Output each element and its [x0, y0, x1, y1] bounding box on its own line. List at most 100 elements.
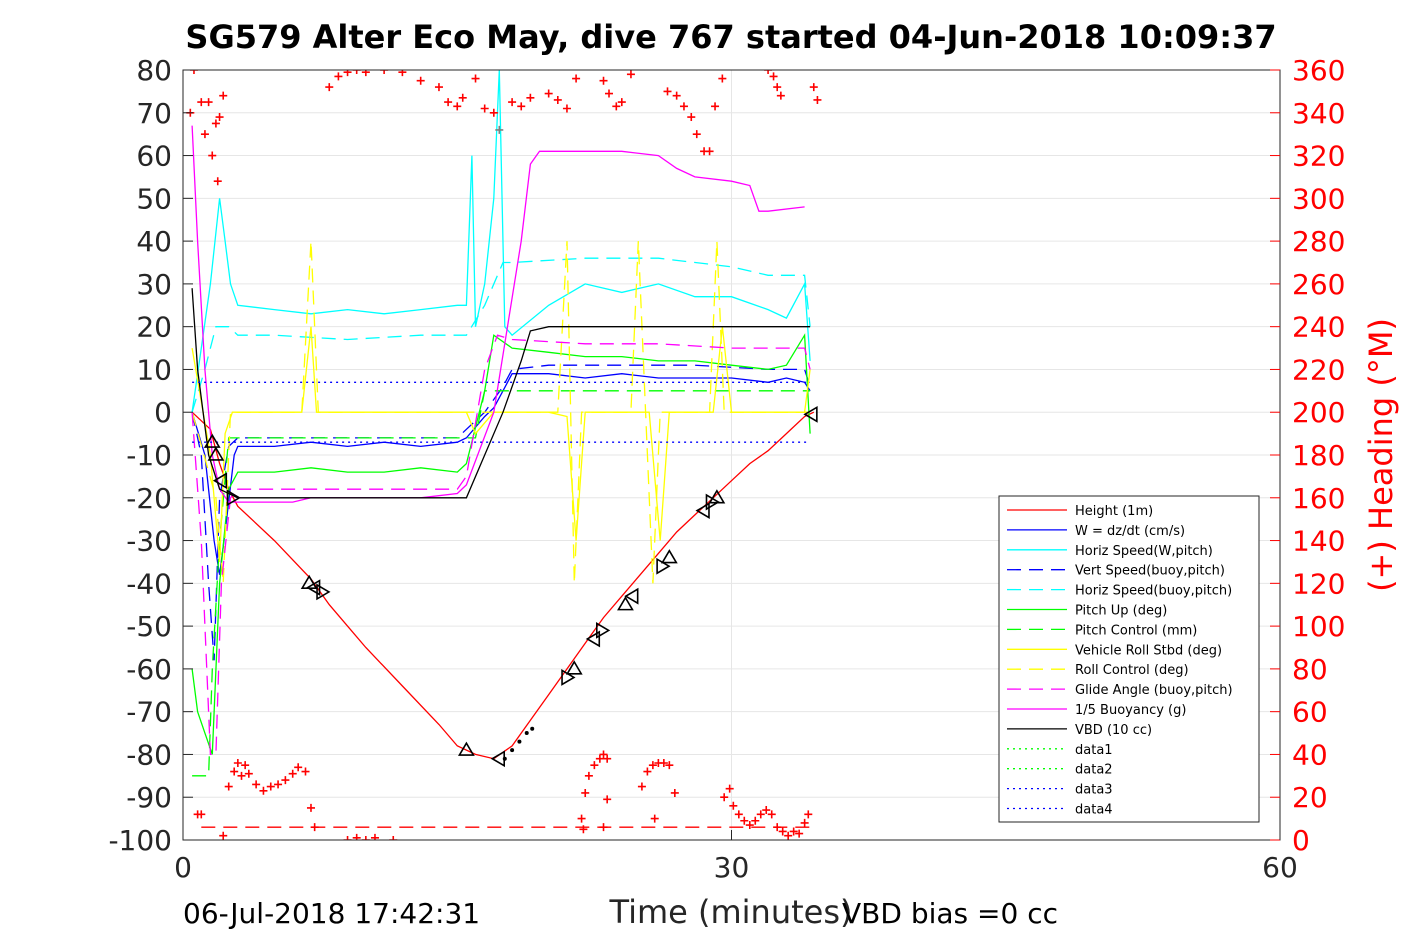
- gc-triangle-marker: [708, 489, 726, 504]
- heading-point: [734, 810, 743, 819]
- heading-point: [517, 102, 526, 111]
- right-tick-label: 200: [1292, 396, 1345, 429]
- heading-point: [480, 104, 489, 113]
- series-vbd-10-cc: [191, 288, 811, 499]
- heading-point: [603, 795, 612, 804]
- heading-point: [637, 782, 646, 791]
- heading-point: [352, 833, 361, 840]
- heading-point: [581, 788, 590, 797]
- heading-point: [361, 836, 370, 840]
- ascent-dot-marker: [510, 748, 515, 753]
- series-layer: [191, 70, 815, 828]
- left-tick-label: 0: [154, 396, 172, 429]
- x-tick-label: 30: [714, 851, 750, 884]
- heading-point: [705, 147, 714, 156]
- gc-triangle-marker: [212, 472, 228, 490]
- series-horiz-speed-w-pitch: [191, 70, 811, 413]
- legend-label: VBD (10 cc): [1075, 723, 1152, 738]
- gc-triangle-marker: [695, 502, 710, 520]
- heading-point: [233, 759, 242, 767]
- heading-point: [679, 102, 688, 111]
- legend-label: W = dz/dt (cm/s): [1075, 524, 1185, 539]
- right-tick-label: 240: [1292, 311, 1345, 344]
- gray-plus-marker: [495, 125, 504, 134]
- right-tick-label: 60: [1292, 696, 1328, 729]
- heading-point: [306, 803, 315, 812]
- heading-point: [595, 754, 604, 763]
- gc-triangle-marker: [457, 741, 475, 756]
- right-tick-label: 120: [1292, 567, 1345, 600]
- gc-triangle-marker: [306, 579, 321, 597]
- legend-label: data3: [1075, 783, 1113, 798]
- heading-point: [219, 91, 228, 100]
- heading-point: [672, 91, 681, 100]
- heading-point: [764, 70, 773, 74]
- heading-point: [762, 806, 771, 815]
- chart-title: SG579 Alter Eco May, dive 767 started 04…: [185, 18, 1277, 56]
- heading-point: [670, 788, 679, 797]
- heading-point: [617, 98, 626, 107]
- heading-point: [189, 70, 198, 74]
- right-tick-label: 20: [1292, 781, 1328, 814]
- heading-point: [301, 767, 310, 776]
- gc-triangle-marker: [585, 630, 601, 648]
- right-tick-label: 220: [1292, 353, 1345, 386]
- legend-label: 1/5 Buoyancy (g): [1075, 703, 1186, 718]
- left-tick-label: -20: [126, 482, 172, 515]
- right-tick-label: 40: [1292, 738, 1328, 771]
- series-pitch-up-deg: [191, 333, 811, 755]
- marker-layer: [203, 125, 818, 768]
- left-tick-label: 40: [136, 225, 172, 258]
- heading-point: [599, 823, 608, 832]
- legend-label: Pitch Control (mm): [1075, 623, 1197, 638]
- legend-label: Vehicle Roll Stbd (deg): [1075, 643, 1222, 658]
- left-tick-label: 10: [136, 353, 172, 386]
- right-axis-label: (+) Heading (°M): [1362, 318, 1400, 592]
- heading-point: [687, 113, 696, 122]
- heading-point: [241, 761, 250, 770]
- heading-point: [325, 83, 334, 92]
- heading-point: [665, 761, 674, 770]
- left-tick-label: 80: [136, 54, 172, 87]
- heading-point: [380, 70, 389, 74]
- heading-point: [599, 76, 608, 85]
- heading-point: [197, 810, 206, 819]
- gc-triangle-marker: [660, 549, 678, 564]
- heading-point: [773, 83, 782, 92]
- heading-point: [526, 93, 535, 102]
- left-tick-label: -100: [108, 824, 172, 857]
- heading-point: [224, 782, 233, 791]
- heading-point: [274, 780, 283, 789]
- heading-point: [572, 74, 581, 83]
- gc-triangle-marker: [624, 587, 639, 605]
- heading-point: [663, 87, 672, 96]
- legend-label: Horiz Speed(buoy,pitch): [1075, 584, 1232, 599]
- heading-point: [489, 108, 498, 117]
- heading-point: [334, 72, 343, 81]
- heading-point: [453, 102, 462, 111]
- heading-point: [809, 83, 818, 92]
- left-tick-label: -90: [126, 781, 172, 814]
- gc-triangle-marker: [617, 596, 634, 611]
- legend-label: data4: [1075, 803, 1113, 818]
- heading-point: [800, 818, 809, 827]
- heading-point: [612, 102, 621, 111]
- heading-point: [605, 89, 614, 98]
- heading-point: [200, 130, 209, 139]
- right-tick-label: 260: [1292, 268, 1345, 301]
- left-tick-label: -70: [126, 696, 172, 729]
- left-tick-label: 70: [136, 97, 172, 130]
- heading-point: [281, 776, 290, 785]
- right-tick-label: 300: [1292, 182, 1345, 215]
- heading-point: [252, 780, 261, 789]
- heading-point: [288, 769, 297, 778]
- gc-triangle-marker: [207, 446, 225, 461]
- heading-point: [711, 102, 720, 111]
- heading-point: [434, 83, 443, 92]
- heading-point: [361, 70, 370, 77]
- left-tick-label: -30: [126, 525, 172, 558]
- vbd-bias-label: VBD bias =0 cc: [842, 897, 1058, 930]
- legend-label: data2: [1075, 763, 1113, 778]
- right-tick-label: 0: [1292, 824, 1310, 857]
